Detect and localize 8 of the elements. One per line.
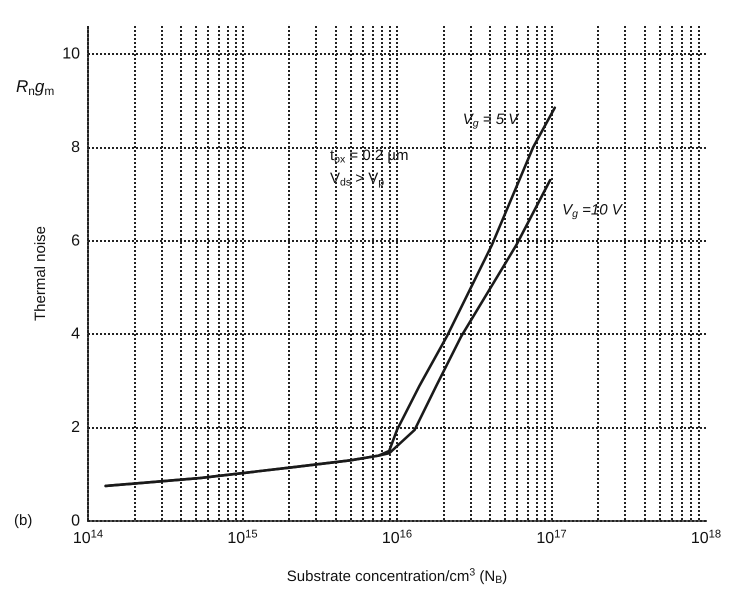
y-tick-label: 0: [71, 512, 80, 530]
y-tick-label: 4: [71, 326, 80, 343]
y-tick-label: 2: [71, 419, 80, 436]
y-tick-label: 10: [62, 46, 80, 63]
y-tick-label: 6: [71, 232, 80, 250]
text: (b): [14, 512, 32, 529]
y-axis-title: Thermal noise: [32, 226, 49, 322]
y-tick-label: 8: [71, 138, 80, 156]
